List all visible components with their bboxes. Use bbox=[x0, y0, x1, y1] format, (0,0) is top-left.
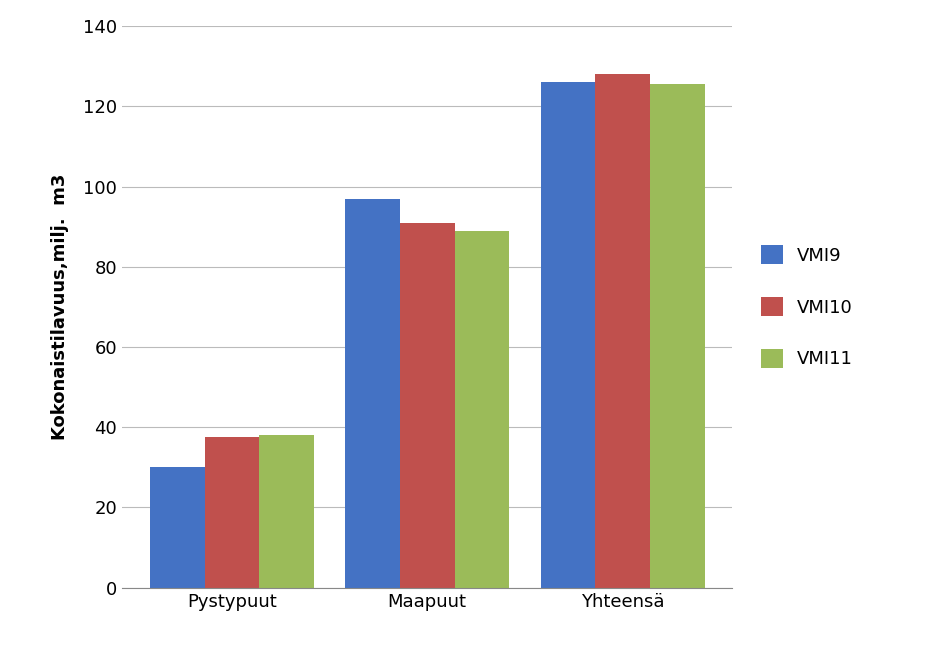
Bar bbox=[650, 84, 704, 588]
Bar bbox=[400, 223, 454, 588]
Y-axis label: Kokonaistilavuus,milj.  m3: Kokonaistilavuus,milj. m3 bbox=[52, 174, 69, 440]
Bar bbox=[205, 438, 259, 588]
Bar bbox=[346, 199, 400, 588]
Bar bbox=[454, 231, 509, 588]
Bar bbox=[150, 468, 205, 588]
Bar bbox=[595, 74, 650, 588]
Bar bbox=[541, 82, 595, 588]
Bar bbox=[259, 436, 314, 588]
Legend: VMI9, VMI10, VMI11: VMI9, VMI10, VMI11 bbox=[754, 238, 860, 375]
